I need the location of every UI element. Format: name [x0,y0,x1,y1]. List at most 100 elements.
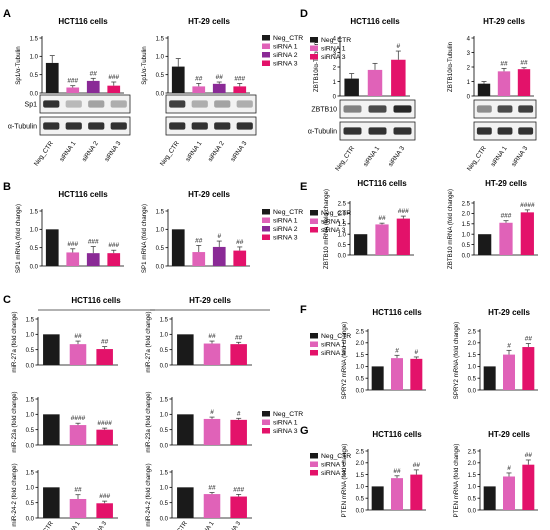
x-tick-label: siRNA 2 [81,140,100,163]
legend-label: siRNA 1 [321,46,346,53]
y-tick-label: 0.5 [338,243,347,249]
significance-mark: # [507,465,511,472]
panel-label-c: C [3,294,11,306]
significance-mark: ## [500,60,508,67]
y-tick-label: 0.5 [156,246,165,252]
bar-neg-ctr [371,366,384,390]
bar-sirna-3 [410,474,423,510]
y-tick-label: 0.0 [26,363,35,369]
y-tick-label: 0 [333,94,337,100]
y-tick-label: 0.0 [338,253,347,259]
chart-c3: 0.0 0.5 1.0 1.5 miR-23a (fold change) #### ###… [11,391,118,453]
chart-f1: 0.0 0.5 1.0 1.5 2.0 2.5 SPRY2 mRNA (fold chang… [341,308,426,399]
y-tick-label: 2.0 [468,461,477,467]
bar-sirna-3 [522,347,535,390]
y-tick-label: 2.5 [338,201,347,207]
y-tick-label: 1.5 [30,36,39,42]
bar-sirna-1 [69,498,87,518]
y-tick-label: 1.0 [26,413,35,419]
chart-title: HCT116 cells [357,179,407,188]
bar-neg-ctr [477,83,491,96]
significance-mark: ## [195,237,203,244]
bar-sirna-3 [107,253,121,266]
y-tick-label: 1.5 [156,36,165,42]
legend-label: siRNA 2 [273,52,298,59]
western-blot-d-ht29 [473,99,537,141]
chart-title: HT-29 cells [488,308,530,317]
legend-swatch [262,411,270,417]
significance-mark: ## [208,485,216,492]
y-tick-label: 0.5 [356,377,365,383]
significance-mark: ## [413,462,421,469]
chart-title: HCT116 cells [372,430,422,439]
y-axis-label: miR-27a (fold change) [145,311,152,372]
bar-sirna-1 [203,494,221,518]
bar-sirna-3 [96,349,113,365]
x-tick-label: siRNA 3 [229,140,248,163]
legend-label: siRNA 1 [321,342,346,349]
legend-label: siRNA 2 [273,226,298,233]
bar-neg-ctr [371,486,384,510]
blot-band [368,105,387,113]
bar-neg-ctr [483,486,496,510]
legend-label: Neg_CTR [273,209,303,216]
bar-sirna-1 [69,344,87,365]
bar-sirna-3 [233,86,247,93]
panel-c-title-ht29: HT-29 cells [189,296,231,305]
significance-mark: ## [378,215,386,222]
bar-neg-ctr [177,487,194,518]
bar-neg-ctr [43,487,60,518]
y-axis-label: SP1 mRNA (fold change) [15,204,22,273]
y-tick-label: 1.0 [468,365,477,371]
x-tick-label: Neg_CTR [159,140,181,168]
y-tick-label: 0.0 [160,443,169,449]
significance-mark: ## [208,333,216,340]
chart-c2: 0.0 0.5 1.0 1.5 miR-27a (fold change) ## ## [145,311,252,373]
x-tick-label: Neg_CTR [334,145,356,173]
blot-band [88,100,105,108]
y-tick-label: 0.0 [160,363,169,369]
y-tick-label: 0.0 [468,508,477,514]
y-axis-label: ZBTB10 mRNA (fold change) [323,189,330,269]
legend-swatch [310,45,318,51]
blot-band [518,105,534,113]
bar-sirna-1 [192,86,206,93]
chart-f2: 0.0 0.5 1.0 1.5 2.0 2.5 SPRY2 mRNA (fold chang… [453,308,538,399]
significance-mark: ## [101,339,109,346]
y-tick-label: 1.0 [160,486,169,492]
x-tick-label: Neg_CTR [466,145,488,173]
legend-swatch [310,227,318,233]
bar-neg-ctr [177,414,194,445]
y-axis-label: miR-24-2 (fold change) [11,463,18,526]
legend-swatch [262,419,270,425]
bar-sirna-3 [410,358,423,390]
blot-band [497,105,513,113]
western-blot-a-ht29 [165,94,257,136]
significance-mark: # [210,409,214,416]
legend-swatch [310,453,318,459]
panel-label-a: A [3,8,11,20]
y-axis-label: miR-23a (fold change) [11,391,18,452]
significance-mark: #### [97,420,112,427]
blot-band [393,105,412,113]
legend-label: siRNA 1 [273,44,298,51]
blot-label: α-Tubulin [8,124,37,131]
bar-sirna-3 [233,250,247,266]
chart-title: HCT116 cells [350,17,400,26]
significance-mark: ### [234,75,245,82]
chart-g2: 0.0 0.5 1.0 1.5 2.0 2.5 PTEN mRNA (fold change… [453,430,538,517]
significance-mark: ## [74,333,82,340]
y-tick-label: 0 [467,94,471,100]
panel-label-g: G [300,425,309,437]
y-tick-label: 1.5 [30,209,39,215]
blot-band [110,100,127,108]
bar-neg-ctr [483,366,496,390]
bar-sirna-3 [391,59,406,96]
bar-neg-ctr [171,229,185,266]
western-blot-a: Sp1 α-Tubulin [8,94,131,136]
y-tick-label: 1.5 [156,209,165,215]
